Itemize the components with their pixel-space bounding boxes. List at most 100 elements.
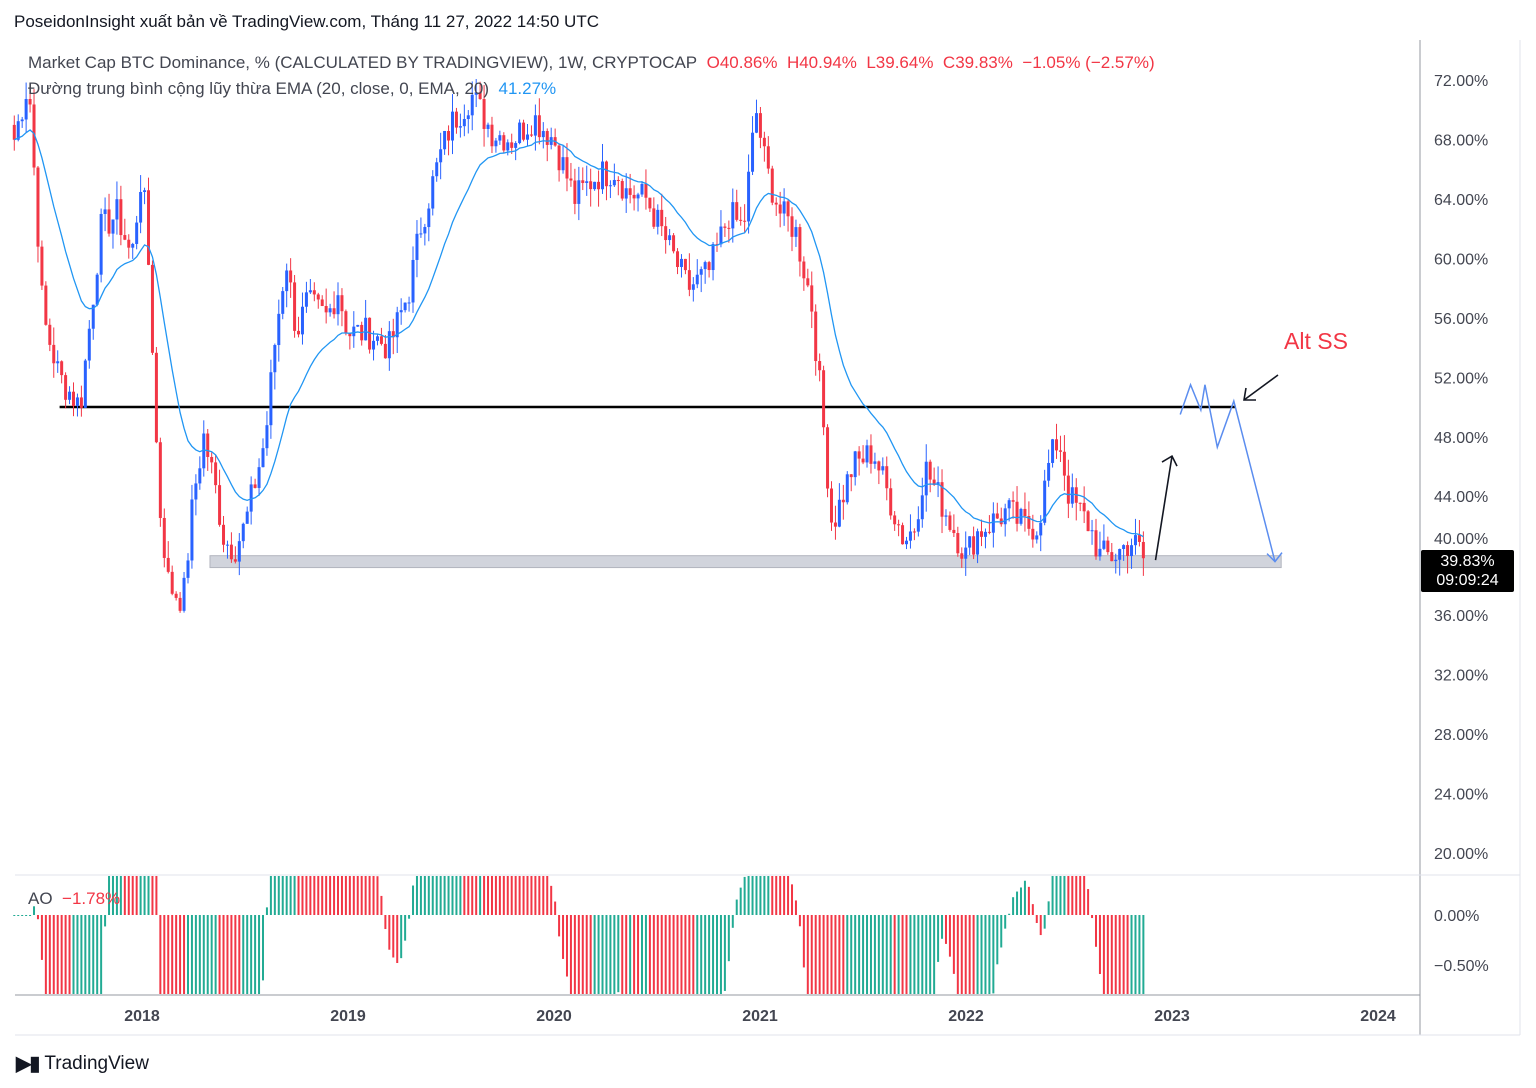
candle-body [964, 547, 968, 559]
candle-body [908, 531, 912, 541]
candle-body [210, 456, 214, 463]
candle-body [920, 495, 924, 520]
logo-mark-icon: ▶▮ [16, 1053, 40, 1075]
ao-bar [846, 915, 849, 994]
ao-tick-label: 0.00% [1434, 908, 1479, 925]
ao-bar [621, 915, 624, 994]
candle-body [1058, 450, 1062, 452]
ao-bar [167, 915, 170, 994]
ao-tick-label: −0.50% [1434, 958, 1489, 975]
candle-body [281, 291, 285, 314]
open-value: O40.86% [706, 53, 778, 72]
ao-bar [708, 915, 711, 994]
ao-bar [115, 876, 118, 915]
ao-bar [1019, 887, 1022, 915]
ao-bar [29, 915, 32, 916]
ao-bar [356, 876, 359, 915]
ao-bar [234, 915, 237, 994]
ao-bar [996, 915, 999, 965]
ao-bar [889, 915, 892, 994]
candle-body [312, 290, 316, 295]
ao-bar [941, 915, 944, 939]
ao-bar [1067, 876, 1070, 915]
ao-bar [100, 915, 103, 994]
ao-bar [96, 915, 99, 994]
ao-bar [487, 876, 490, 915]
candle-body [695, 274, 699, 285]
candle-body [912, 531, 916, 533]
candle-body [470, 94, 474, 116]
ema-line [14, 129, 1144, 538]
ao-bar [984, 915, 987, 994]
candle-body [56, 361, 60, 364]
ao-bar [1051, 876, 1054, 915]
candle-body [774, 202, 778, 205]
price-tick-label: 48.00% [1434, 430, 1488, 447]
ao-bar [384, 915, 387, 930]
candle-body [597, 181, 601, 190]
ao-bar [514, 876, 517, 915]
candle-body [1047, 462, 1051, 481]
ao-bar [502, 876, 505, 915]
ao-bar [108, 876, 111, 915]
ao-bar [656, 915, 659, 994]
candle-body [44, 285, 48, 325]
candle-body [707, 262, 711, 271]
support-zone [209, 555, 1282, 569]
ao-bar [668, 915, 671, 994]
ao-bar [490, 876, 493, 915]
ao-bar [913, 915, 916, 994]
ao-bar [246, 915, 249, 994]
candle-body [328, 308, 332, 313]
ao-bar [25, 915, 28, 916]
candle-body [1015, 501, 1019, 524]
candle-body [699, 269, 703, 275]
close-value: C39.83% [942, 53, 1013, 72]
candle-body [391, 331, 395, 338]
candle-body [99, 213, 103, 275]
ao-bar [1027, 886, 1030, 915]
ao-bar [1012, 897, 1015, 915]
candle-body [344, 311, 348, 333]
ao-bar [771, 876, 774, 915]
candle-body [857, 451, 861, 459]
ao-bar [250, 915, 253, 994]
candle-body [139, 191, 143, 223]
candle-body [1098, 548, 1102, 557]
candle-body [845, 474, 849, 503]
ao-bar [956, 915, 959, 994]
candle-body [297, 330, 301, 335]
ao-bar [909, 915, 912, 994]
candle-body [612, 179, 616, 186]
ao-bar [767, 876, 770, 915]
candle-body [1051, 439, 1055, 463]
ao-bar [333, 876, 336, 915]
ao-bar [392, 915, 395, 958]
candle-body [798, 227, 802, 262]
candle-body [640, 183, 644, 195]
candle-body [703, 262, 707, 270]
ao-bar [565, 915, 568, 977]
candle-body [928, 461, 932, 480]
candle-body [585, 181, 589, 183]
price-tick-label: 20.00% [1434, 846, 1488, 863]
candle-body [687, 270, 691, 290]
candle-body [75, 397, 79, 407]
ao-bar [988, 915, 991, 994]
ao-bar [427, 876, 430, 915]
candle-body [711, 244, 715, 271]
candle-body [904, 540, 908, 545]
time-tick-label: 2024 [1360, 1008, 1396, 1025]
tradingview-logo[interactable]: ▶▮ TradingView [16, 1051, 149, 1076]
candle-body [293, 282, 297, 331]
ao-bar [305, 876, 308, 915]
ao-bar [625, 915, 628, 994]
candle-body [115, 199, 119, 220]
candle-body [754, 113, 758, 133]
ao-bar [589, 915, 592, 994]
ao-bar [281, 876, 284, 915]
ao-bar [1098, 915, 1101, 975]
candle-body [174, 593, 178, 598]
candle-body [332, 308, 336, 315]
